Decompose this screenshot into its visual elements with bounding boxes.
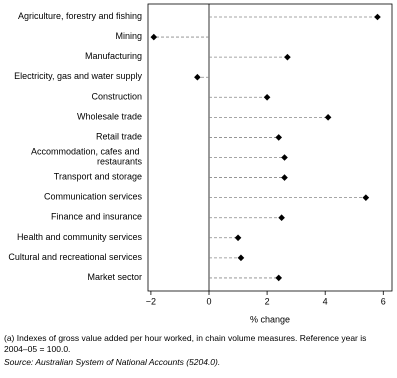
dot [263,93,271,101]
x-tick-label: 4 [323,296,328,306]
dot [324,114,332,121]
x-axis-label: % change [250,314,290,324]
x-tick-label: −2 [146,296,156,306]
y-tick-label: Wholesale trade [77,112,142,122]
y-tick-label: Market sector [87,272,142,282]
x-tick-label: 0 [206,296,211,306]
y-tick-label: Transport and storage [54,172,142,182]
y-tick-label: Manufacturing [85,52,142,62]
dot [237,254,245,262]
dot [275,134,283,141]
y-tick-label: Retail trade [96,132,142,142]
y-tick-label: Electricity, gas and water supply [14,72,142,82]
y-tick-label: Finance and insurance [51,212,142,222]
y-tick-label: Construction [91,92,142,102]
dot [284,53,291,61]
source: Source: Australian System of National Ac… [4,357,221,367]
y-tick-label: Agriculture, forestry and fishing [18,11,142,21]
x-tick-label: 6 [381,296,386,306]
dot [362,194,370,201]
y-tick-label: Cultural and recreational services [8,252,142,262]
footnote: (a) Indexes of gross value added per hou… [4,333,367,354]
dot [194,73,201,81]
dot [281,174,288,181]
y-tick-label: Communication services [44,192,143,202]
dot [275,274,283,282]
y-tick-label: Health and community services [17,232,143,242]
dot [234,234,242,242]
plot-frame [147,3,393,292]
dot [278,214,285,222]
x-tick-label: 2 [265,296,270,306]
y-tick-label: Accommodation, cafes and restaurants [31,147,143,167]
dot [281,154,288,161]
dot [374,13,381,21]
y-tick-label: Mining [115,31,142,41]
dot [150,33,158,41]
